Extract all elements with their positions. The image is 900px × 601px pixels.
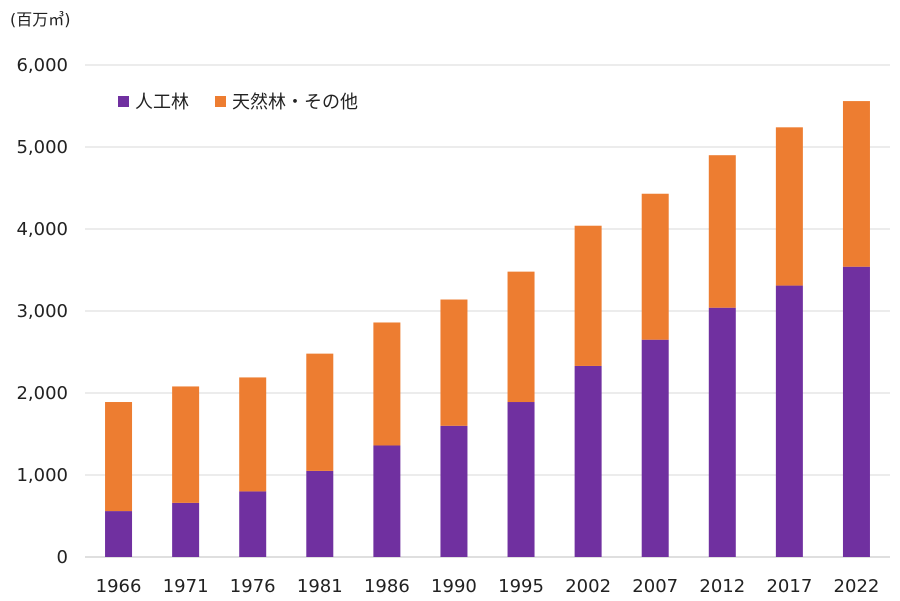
- bar-segment-natural-forest-other: [239, 377, 267, 492]
- bar-segment-planted-forest: [507, 402, 535, 557]
- x-tick-label: 2012: [699, 576, 745, 597]
- bar-segment-natural-forest-other: [641, 193, 669, 340]
- x-tick-label: 1966: [96, 576, 142, 597]
- y-tick-label: 3,000: [16, 301, 68, 322]
- bar-segment-planted-forest: [105, 511, 133, 557]
- y-tick-label: 2,000: [16, 383, 68, 404]
- legend-label-planted-forest: 人工林: [135, 92, 189, 113]
- x-tick-label: 1995: [498, 576, 544, 597]
- legend-swatch-planted-forest: [118, 95, 129, 107]
- bar-segment-planted-forest: [172, 502, 200, 557]
- x-tick-label: 1976: [230, 576, 276, 597]
- bar-segment-natural-forest-other: [775, 127, 803, 286]
- legend: 人工林 天然林・その他: [118, 88, 384, 114]
- bar-segment-natural-forest-other: [440, 299, 468, 426]
- bar-segment-natural-forest-other: [105, 402, 133, 512]
- bar-segment-natural-forest-other: [373, 322, 401, 446]
- x-tick-label: 2022: [834, 576, 880, 597]
- legend-label-natural-forest-other: 天然林・その他: [232, 92, 358, 113]
- bar-segment-planted-forest: [373, 445, 401, 557]
- x-tick-label: 2017: [766, 576, 812, 597]
- x-tick-label: 2002: [565, 576, 611, 597]
- y-tick-label: 6,000: [16, 55, 68, 76]
- bar-segment-planted-forest: [306, 470, 334, 557]
- bar-segment-planted-forest: [574, 365, 602, 557]
- bar-segment-planted-forest: [440, 425, 468, 557]
- x-tick-label: 1986: [364, 576, 410, 597]
- y-tick-label: 0: [57, 547, 68, 568]
- bar-segment-natural-forest-other: [507, 271, 535, 403]
- x-tick-label: 2007: [632, 576, 678, 597]
- bar-segment-natural-forest-other: [574, 225, 602, 366]
- bar-segment-planted-forest: [708, 307, 736, 557]
- bar-segment-natural-forest-other: [842, 101, 870, 267]
- bar-segment-natural-forest-other: [306, 353, 334, 471]
- legend-item-natural-forest-other: 天然林・その他: [215, 88, 358, 114]
- y-axis-unit-label: (百万㎥): [10, 10, 71, 29]
- legend-swatch-natural-forest-other: [215, 95, 226, 107]
- y-tick-label: 5,000: [16, 137, 68, 158]
- bar-segment-planted-forest: [239, 491, 267, 557]
- bar-segment-natural-forest-other: [172, 386, 200, 503]
- bar-segment-planted-forest: [775, 285, 803, 557]
- x-tick-label: 1981: [297, 576, 343, 597]
- legend-item-planted-forest: 人工林: [118, 88, 189, 114]
- y-tick-label: 1,000: [16, 465, 68, 486]
- x-tick-label: 1990: [431, 576, 477, 597]
- x-tick-label: 1971: [163, 576, 209, 597]
- bar-segment-planted-forest: [641, 339, 669, 557]
- y-tick-label: 4,000: [16, 219, 68, 240]
- bar-segment-planted-forest: [842, 266, 870, 557]
- bar-segment-natural-forest-other: [708, 155, 736, 308]
